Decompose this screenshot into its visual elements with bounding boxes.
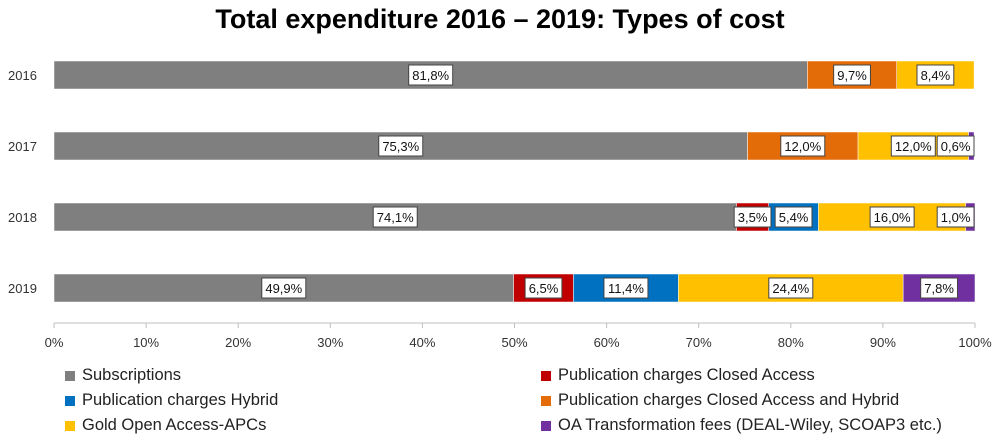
x-tick-label: 50% [501, 335, 527, 350]
x-tick-label: 90% [870, 335, 896, 350]
legend-item: OA Transformation fees (DEAL-Wiley, SCOA… [541, 416, 942, 435]
data-label-box [936, 206, 975, 228]
x-tick-label: 70% [686, 335, 712, 350]
legend-label: Publication charges Closed Access and Hy… [558, 391, 900, 409]
y-category-label: 2016 [8, 68, 37, 83]
x-tick-label: 100% [958, 335, 992, 350]
data-label: 8,4% [921, 68, 951, 83]
data-label: 5,4% [779, 210, 809, 225]
data-label: 1,0% [941, 210, 971, 225]
legend-label: Publication charges Hybrid [82, 391, 279, 409]
data-label-box [890, 135, 936, 157]
data-label: 6,5% [529, 281, 559, 296]
legend-label: Subscriptions [82, 366, 182, 384]
data-label: 12,0% [784, 139, 821, 154]
legend-item: Publication charges Hybrid [65, 391, 278, 410]
x-tick-label: 10% [133, 335, 159, 350]
data-label-box [603, 277, 649, 299]
legend-item: Gold Open Access-APCs [65, 416, 266, 435]
legend-item: Publication charges Closed Access and Hy… [541, 391, 899, 410]
legend-swatch [541, 370, 551, 381]
chart-title: Total expenditure 2016 – 2019: Types of … [215, 4, 785, 34]
x-tick-label: 60% [594, 335, 620, 350]
data-label: 24,4% [772, 281, 809, 296]
data-label-box [936, 135, 975, 157]
legend-swatch [541, 420, 551, 431]
x-tick-label: 20% [225, 335, 251, 350]
data-label-box [916, 64, 955, 86]
legend-label: Gold Open Access-APCs [82, 416, 267, 434]
x-tick-label: 80% [778, 335, 804, 350]
legend-item: Publication charges Closed Access [541, 366, 815, 385]
data-label-box [768, 277, 814, 299]
legend-swatch [65, 395, 75, 406]
legend-swatch [541, 395, 551, 406]
data-label: 75,3% [382, 139, 419, 154]
data-label: 74,1% [377, 210, 414, 225]
data-label-box [774, 206, 813, 228]
data-label: 7,8% [924, 281, 954, 296]
x-tick-label: 30% [317, 335, 343, 350]
legend-label: Publication charges Closed Access [558, 366, 815, 384]
data-label: 9,7% [837, 68, 867, 83]
data-label-box [524, 277, 563, 299]
data-label: 11,4% [608, 281, 644, 296]
data-label-box [261, 277, 307, 299]
data-label: 81,8% [412, 68, 449, 83]
data-label: 12,0% [895, 139, 932, 154]
data-label: 49,9% [265, 281, 302, 296]
data-label: 16,0% [874, 210, 911, 225]
x-tick-label: 0% [45, 335, 64, 350]
y-category-label: 2017 [8, 139, 37, 154]
data-label-box [869, 206, 915, 228]
x-tick-label: 40% [409, 335, 435, 350]
data-label-box [372, 206, 418, 228]
data-label-box [920, 277, 958, 299]
legend-label: OA Transformation fees (DEAL-Wiley, SCOA… [558, 416, 942, 434]
data-label-box [408, 64, 454, 86]
legend-item: Subscriptions [65, 366, 181, 385]
data-label-box [378, 135, 424, 157]
y-category-label: 2018 [8, 210, 37, 225]
legend-swatch [65, 370, 75, 381]
data-label-box [733, 206, 772, 228]
y-category-label: 2019 [8, 281, 37, 296]
data-label: 3,5% [738, 210, 768, 225]
data-label: 0,6% [941, 139, 971, 154]
legend-swatch [65, 420, 75, 431]
data-label-box [833, 64, 871, 86]
data-label-box [780, 135, 826, 157]
